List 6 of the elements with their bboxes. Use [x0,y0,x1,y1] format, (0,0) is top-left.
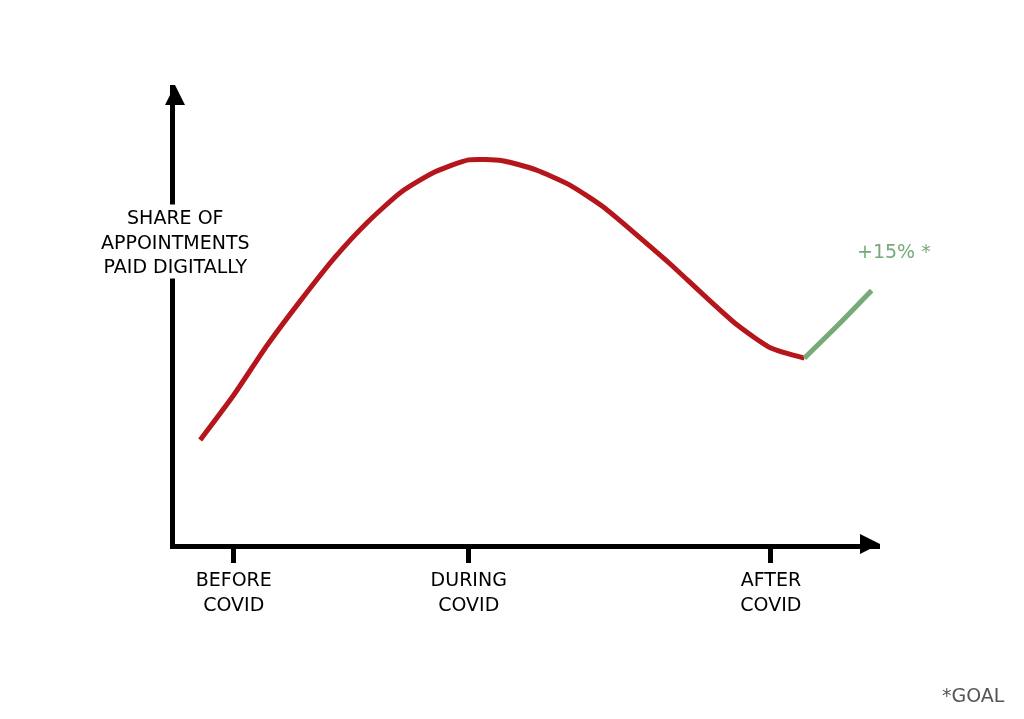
y-axis-title: SHARE OF APPOINTMENTS PAID DIGITALLY [101,206,250,278]
text: *GOAL [942,684,1005,706]
x-tick-label: BEFORE COVID [195,567,272,615]
x-tick-label: DURING COVID [430,567,507,615]
x-tick-label: AFTER COVID [740,567,802,615]
annotation: +15% * [857,240,931,262]
